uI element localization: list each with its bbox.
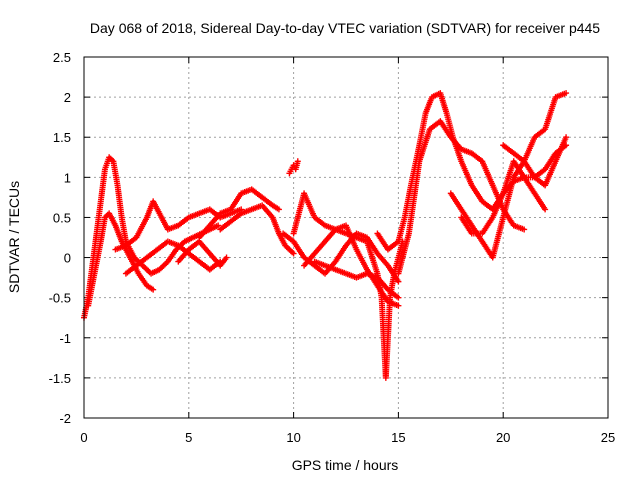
series-sat-m <box>374 90 570 253</box>
series-sat-e <box>175 238 230 269</box>
y-tick-label: 2.5 <box>53 50 71 65</box>
y-axis-label: SDTVAR / TECUs <box>6 181 22 293</box>
data-point <box>290 250 297 257</box>
data-point <box>395 278 402 285</box>
x-tick-label: 10 <box>286 430 300 445</box>
data-point <box>521 226 528 233</box>
x-tick-label: 25 <box>601 430 615 445</box>
x-axis-label: GPS time / hours <box>292 457 399 473</box>
x-tick-label: 5 <box>185 430 192 445</box>
data-point <box>563 90 570 97</box>
series-sat-g <box>217 202 297 257</box>
data-point <box>395 302 402 309</box>
x-tick-label: 15 <box>391 430 405 445</box>
x-tick-label: 0 <box>80 430 87 445</box>
series-sat-h <box>286 158 301 177</box>
y-tick-label: 0.5 <box>53 210 71 225</box>
data-point <box>223 254 230 261</box>
y-tick-labels: -2 -1.5 -1 -0.5 0 0.5 1 1.5 2 2.5 <box>49 50 71 426</box>
data-point <box>150 286 157 293</box>
series-sat-j <box>280 230 402 285</box>
series-sat-n <box>395 118 528 277</box>
data-point <box>294 158 301 165</box>
data-point <box>215 222 222 229</box>
series-sat-p <box>458 158 549 237</box>
series-sat-f <box>196 186 282 241</box>
plot-frame <box>83 56 609 419</box>
y-tick-label: 1 <box>64 170 71 185</box>
grid-lines <box>84 57 608 418</box>
x-tick-labels: 0 5 10 15 20 25 <box>80 430 615 445</box>
y-tick-label: -1.5 <box>49 371 71 386</box>
y-tick-label: -1 <box>59 331 71 346</box>
y-tick-label: -0.5 <box>49 291 71 306</box>
y-tick-label: 0 <box>64 251 71 266</box>
series-sat-l <box>311 258 402 301</box>
data-points <box>81 90 570 381</box>
data-point <box>542 206 549 213</box>
series-sat-c <box>112 198 245 253</box>
data-point <box>563 134 570 141</box>
y-tick-label: -2 <box>59 411 71 426</box>
series-sat-i <box>290 190 406 381</box>
x-tick-label: 20 <box>496 430 510 445</box>
y-tick-label: 2 <box>64 90 71 105</box>
chart-title: Day 068 of 2018, Sidereal Day-to-day VTE… <box>90 20 600 36</box>
series-sat-a <box>81 154 222 321</box>
series-sat-b <box>85 210 157 309</box>
series-sat-o <box>447 90 570 261</box>
data-point <box>275 206 282 213</box>
series-sat-q <box>500 134 570 189</box>
y-tick-label: 1.5 <box>53 130 71 145</box>
axis-ticks <box>83 56 609 419</box>
data-point <box>395 294 402 301</box>
